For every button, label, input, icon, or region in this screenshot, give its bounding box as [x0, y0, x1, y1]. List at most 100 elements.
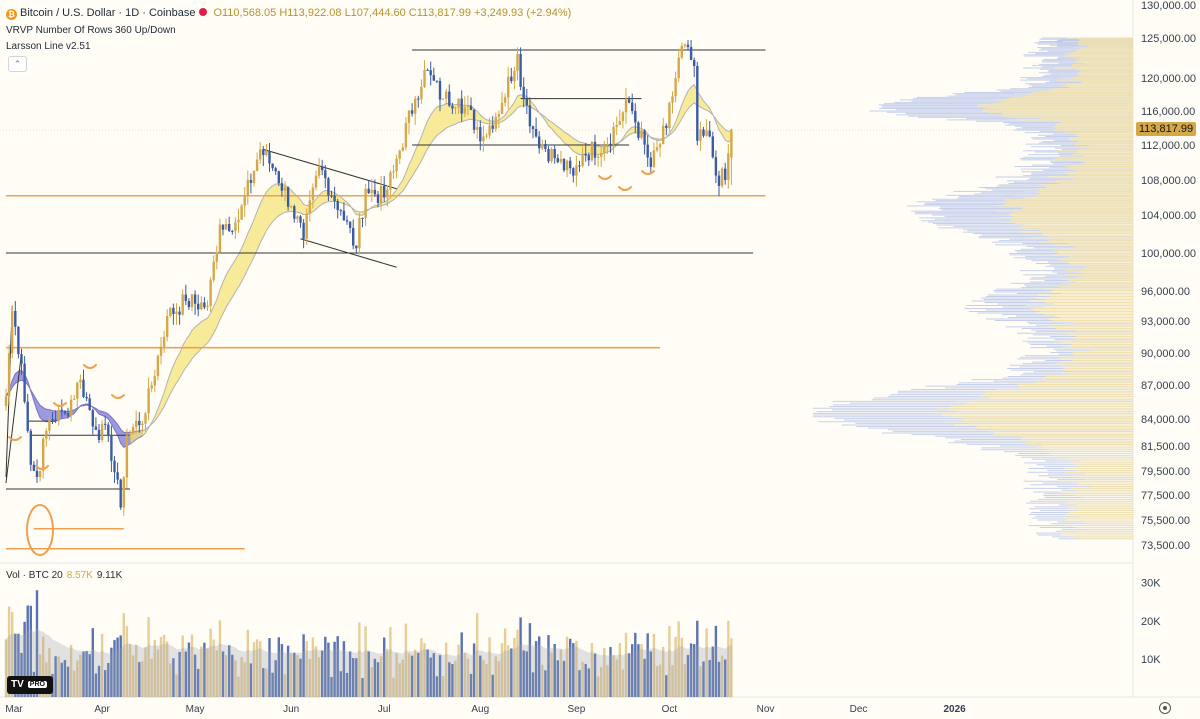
candle-body[interactable]: [727, 153, 730, 180]
candle-body[interactable]: [147, 388, 150, 414]
candle-body[interactable]: [206, 306, 209, 308]
candle-body[interactable]: [200, 302, 203, 310]
candle-body[interactable]: [255, 159, 259, 171]
trend-line[interactable]: [263, 148, 397, 190]
candle-body[interactable]: [209, 279, 212, 306]
candle-body[interactable]: [503, 97, 507, 103]
candle-body[interactable]: [516, 54, 519, 71]
candle-body[interactable]: [110, 435, 113, 461]
candle-body[interactable]: [76, 382, 79, 399]
candle-body[interactable]: [479, 127, 482, 142]
annotation-arc[interactable]: [35, 465, 49, 470]
candle-body[interactable]: [203, 302, 206, 308]
candle-body[interactable]: [162, 336, 166, 347]
candle-body[interactable]: [215, 252, 218, 262]
candle-body[interactable]: [631, 102, 634, 111]
candle-body[interactable]: [445, 91, 448, 99]
trend-line[interactable]: [5, 352, 22, 484]
candle-body[interactable]: [94, 426, 98, 430]
candle-body[interactable]: [314, 175, 318, 188]
candle-body[interactable]: [73, 398, 76, 400]
candle-body[interactable]: [283, 187, 287, 191]
candle-body[interactable]: [324, 170, 327, 179]
candle-body[interactable]: [596, 156, 600, 158]
candle-body[interactable]: [150, 385, 153, 389]
candle-body[interactable]: [686, 44, 690, 48]
candle-body[interactable]: [544, 144, 547, 150]
candle-body[interactable]: [386, 189, 389, 198]
candle-body[interactable]: [448, 91, 451, 106]
candle-body[interactable]: [410, 110, 414, 114]
candle-body[interactable]: [417, 98, 420, 100]
candle-body[interactable]: [671, 96, 674, 103]
annotation-arc[interactable]: [641, 170, 655, 175]
candle-body[interactable]: [262, 149, 265, 156]
candle-body[interactable]: [674, 78, 677, 97]
candle-body[interactable]: [305, 213, 308, 239]
candle-body[interactable]: [603, 145, 606, 154]
candle-body[interactable]: [352, 227, 355, 246]
candle-body[interactable]: [395, 158, 398, 172]
candle-body[interactable]: [122, 477, 125, 508]
candle-body[interactable]: [327, 178, 330, 196]
candle-body[interactable]: [4, 396, 8, 407]
symbol-header[interactable]: ₿ Bitcoin / U.S. Dollar · 1D · Coinbase O1…: [6, 7, 571, 20]
candle-body[interactable]: [699, 129, 702, 141]
candle-body[interactable]: [606, 143, 609, 145]
candle-body[interactable]: [432, 75, 435, 81]
candle-body[interactable]: [494, 116, 497, 129]
candle-body[interactable]: [243, 196, 246, 206]
candle-body[interactable]: [383, 186, 386, 198]
candle-body[interactable]: [85, 396, 88, 399]
candle-body[interactable]: [677, 57, 680, 79]
candle-body[interactable]: [212, 261, 215, 280]
candle-body[interactable]: [457, 98, 460, 108]
candle-body[interactable]: [541, 144, 544, 149]
candle-body[interactable]: [711, 136, 714, 158]
candle-body[interactable]: [379, 186, 383, 203]
candle-body[interactable]: [714, 157, 718, 176]
candle-body[interactable]: [299, 216, 302, 223]
candle-body[interactable]: [389, 172, 392, 190]
candle-body[interactable]: [482, 136, 485, 142]
candle-body[interactable]: [79, 379, 82, 383]
annotation-arc[interactable]: [8, 436, 22, 441]
candle-body[interactable]: [559, 158, 563, 163]
candle-body[interactable]: [345, 220, 349, 222]
candle-body[interactable]: [14, 311, 17, 327]
candle-body[interactable]: [259, 149, 262, 160]
candle-body[interactable]: [82, 379, 85, 397]
candle-body[interactable]: [724, 168, 727, 180]
candle-body[interactable]: [587, 155, 590, 161]
candle-body[interactable]: [556, 158, 559, 163]
candle-body[interactable]: [91, 410, 94, 427]
candle-body[interactable]: [593, 141, 597, 158]
candle-body[interactable]: [178, 311, 181, 315]
candle-body[interactable]: [683, 44, 687, 46]
candle-body[interactable]: [668, 102, 671, 128]
candle-body[interactable]: [321, 166, 324, 171]
candle-body[interactable]: [634, 110, 637, 123]
candle-body[interactable]: [97, 429, 101, 441]
candle-body[interactable]: [169, 307, 172, 316]
candle-body[interactable]: [581, 153, 584, 166]
trend-line[interactable]: [300, 238, 397, 268]
candle-body[interactable]: [249, 180, 253, 184]
candle-body[interactable]: [156, 355, 160, 377]
candle-body[interactable]: [600, 153, 603, 157]
candle-body[interactable]: [317, 166, 321, 176]
candle-body[interactable]: [720, 168, 724, 186]
candle-body[interactable]: [538, 136, 541, 149]
annotation-arc[interactable]: [618, 186, 632, 191]
candle-body[interactable]: [286, 187, 290, 207]
settings-gear-icon[interactable]: [1159, 702, 1171, 714]
candle-body[interactable]: [547, 149, 550, 162]
candle-body[interactable]: [308, 200, 311, 214]
candle-body[interactable]: [159, 346, 163, 356]
annotation-arc[interactable]: [83, 364, 97, 369]
collapse-indicators-button[interactable]: ⌃: [8, 56, 27, 72]
candle-body[interactable]: [438, 81, 442, 100]
candle-body[interactable]: [510, 76, 513, 82]
candle-body[interactable]: [277, 171, 280, 184]
candle-body[interactable]: [398, 150, 401, 159]
